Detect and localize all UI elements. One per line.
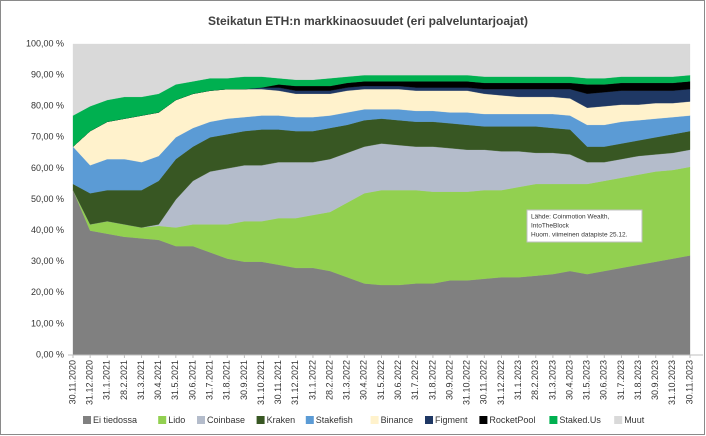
x-tick-label: 31.3.2021: [136, 360, 146, 400]
legend-swatch: [425, 416, 433, 424]
annotation-text: Lähde: Coinmotion Wealth,: [531, 214, 609, 221]
x-tick-label: 31.7.2021: [204, 360, 214, 400]
x-tick-label: 30.11.2020: [67, 360, 77, 404]
x-tick-label: 31.8.2023: [633, 360, 643, 400]
y-tick-label: 20,00 %: [31, 287, 64, 297]
legend-swatch: [614, 416, 623, 424]
legend-label: Ei tiedossa: [93, 415, 137, 425]
y-tick-label: 10,00 %: [31, 318, 64, 328]
area: [72, 43, 691, 116]
x-tick-label: 31.5.2021: [170, 360, 180, 400]
legend-label: RocketPool: [489, 415, 535, 425]
y-tick-label: 90,00 %: [31, 69, 64, 79]
x-tick-label: 31.3.2022: [342, 360, 352, 400]
x-tick-label: 30.4.2021: [153, 360, 163, 400]
legend-label: Staked.Us: [559, 415, 601, 425]
annotation-text: Huom. viimeinen datapiste 25.12.: [531, 232, 628, 239]
x-tick-label: 30.9.2021: [239, 360, 249, 400]
x-tick-label: 31.8.2021: [222, 360, 232, 400]
x-tick-label: 28.2.2021: [119, 360, 129, 400]
x-tick-label: 30.6.2023: [599, 360, 609, 400]
legend-swatch: [549, 416, 558, 424]
x-tick-label: 31.12.2021: [290, 360, 300, 405]
x-tick-label: 30.9.2023: [650, 360, 660, 400]
x-tick-label: 31.10.2021: [256, 360, 266, 405]
x-tick-label: 30.11.2023: [684, 360, 694, 404]
x-tick-label: 30.6.2022: [393, 360, 403, 400]
legend-swatch: [305, 416, 314, 424]
y-tick-label: 0,00 %: [36, 349, 64, 359]
y-tick-label: 60,00 %: [31, 163, 64, 173]
x-tick-label: 30.6.2021: [187, 360, 197, 400]
legend-label: Figment: [435, 415, 468, 425]
legend-swatch: [197, 416, 205, 424]
legend-label: Coinbase: [207, 415, 245, 425]
x-tick-label: 30.4.2023: [564, 360, 574, 400]
x-tick-label: 31.1.2022: [307, 360, 317, 400]
legend-label: Stakefish: [316, 415, 353, 425]
x-tick-label: 28.2.2022: [324, 360, 334, 400]
annotation-text: IntoTheBlock: [531, 223, 570, 230]
x-tick-label: 31.7.2023: [616, 360, 626, 400]
y-tick-label: 30,00 %: [31, 256, 64, 266]
legend-swatch: [256, 416, 265, 424]
legend-label: Binance: [381, 415, 414, 425]
chart-title: Steikatun ETH:n markkinaosuudet (eri pal…: [208, 14, 528, 28]
x-tick-label: 31.7.2022: [410, 360, 420, 400]
legend: Ei tiedossa Lido Coinbase Kraken Stakefish Bi…: [83, 415, 645, 425]
x-tick-label: 31.12.2022: [496, 360, 506, 405]
legend-label: Lido: [168, 415, 185, 425]
legend-label: Kraken: [267, 415, 296, 425]
legend-swatch: [83, 416, 91, 424]
legend-swatch: [158, 416, 167, 424]
x-tick-label: 28.2.2023: [530, 360, 540, 400]
x-tick-label: 30.11.2021: [273, 360, 283, 404]
x-tick-label: 31.5.2023: [582, 360, 592, 400]
x-tick-label: 31.8.2022: [427, 360, 437, 400]
legend-label: Muut: [624, 415, 645, 425]
legend-swatch: [479, 416, 488, 424]
x-tick-label: 30.4.2022: [359, 360, 369, 400]
x-tick-label: 31.3.2023: [547, 360, 557, 400]
x-tick-label: 30.11.2022: [479, 360, 489, 404]
annotation: Lähde: Coinmotion Wealth, IntoTheBlock Huo…: [526, 209, 643, 243]
y-tick-label: 50,00 %: [31, 194, 64, 204]
x-tick-label: 31.1.2021: [102, 360, 112, 400]
y-tick-label: 70,00 %: [31, 132, 64, 142]
x-tick-label: 31.1.2023: [513, 360, 523, 400]
y-tick-label: 40,00 %: [31, 225, 64, 235]
x-tick-label: 31.10.2023: [667, 360, 677, 405]
x-tick-label: 30.9.2022: [444, 360, 454, 400]
y-tick-label: 80,00 %: [31, 101, 64, 111]
x-tick-label: 31.5.2022: [376, 360, 386, 400]
legend-swatch: [370, 416, 379, 424]
x-tick-label: 31.10.2022: [462, 360, 472, 405]
y-tick-label: 100,00 %: [26, 38, 64, 48]
annotation-box: [526, 209, 643, 243]
x-tick-label: 31.12.2020: [85, 360, 95, 405]
